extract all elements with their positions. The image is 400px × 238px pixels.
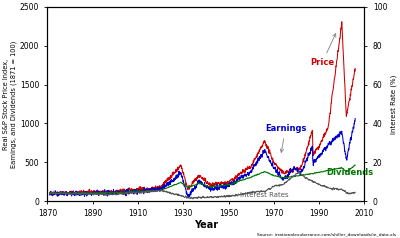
Y-axis label: Interest Rate (%): Interest Rate (%) (390, 74, 396, 134)
Text: Interest Rates: Interest Rates (240, 192, 288, 198)
X-axis label: Year: Year (194, 220, 218, 230)
Y-axis label: Real S&P Stock Price Index,
Earnings, and Dividends (1871 = 100): Real S&P Stock Price Index, Earnings, an… (4, 40, 17, 168)
Text: Price: Price (310, 34, 336, 67)
Text: Source: irrationalexuberance.com/shiller_downloads/ie_data.xls: Source: irrationalexuberance.com/shiller… (257, 233, 396, 237)
Text: Earnings: Earnings (265, 124, 306, 152)
Text: Dividends: Dividends (326, 168, 373, 177)
